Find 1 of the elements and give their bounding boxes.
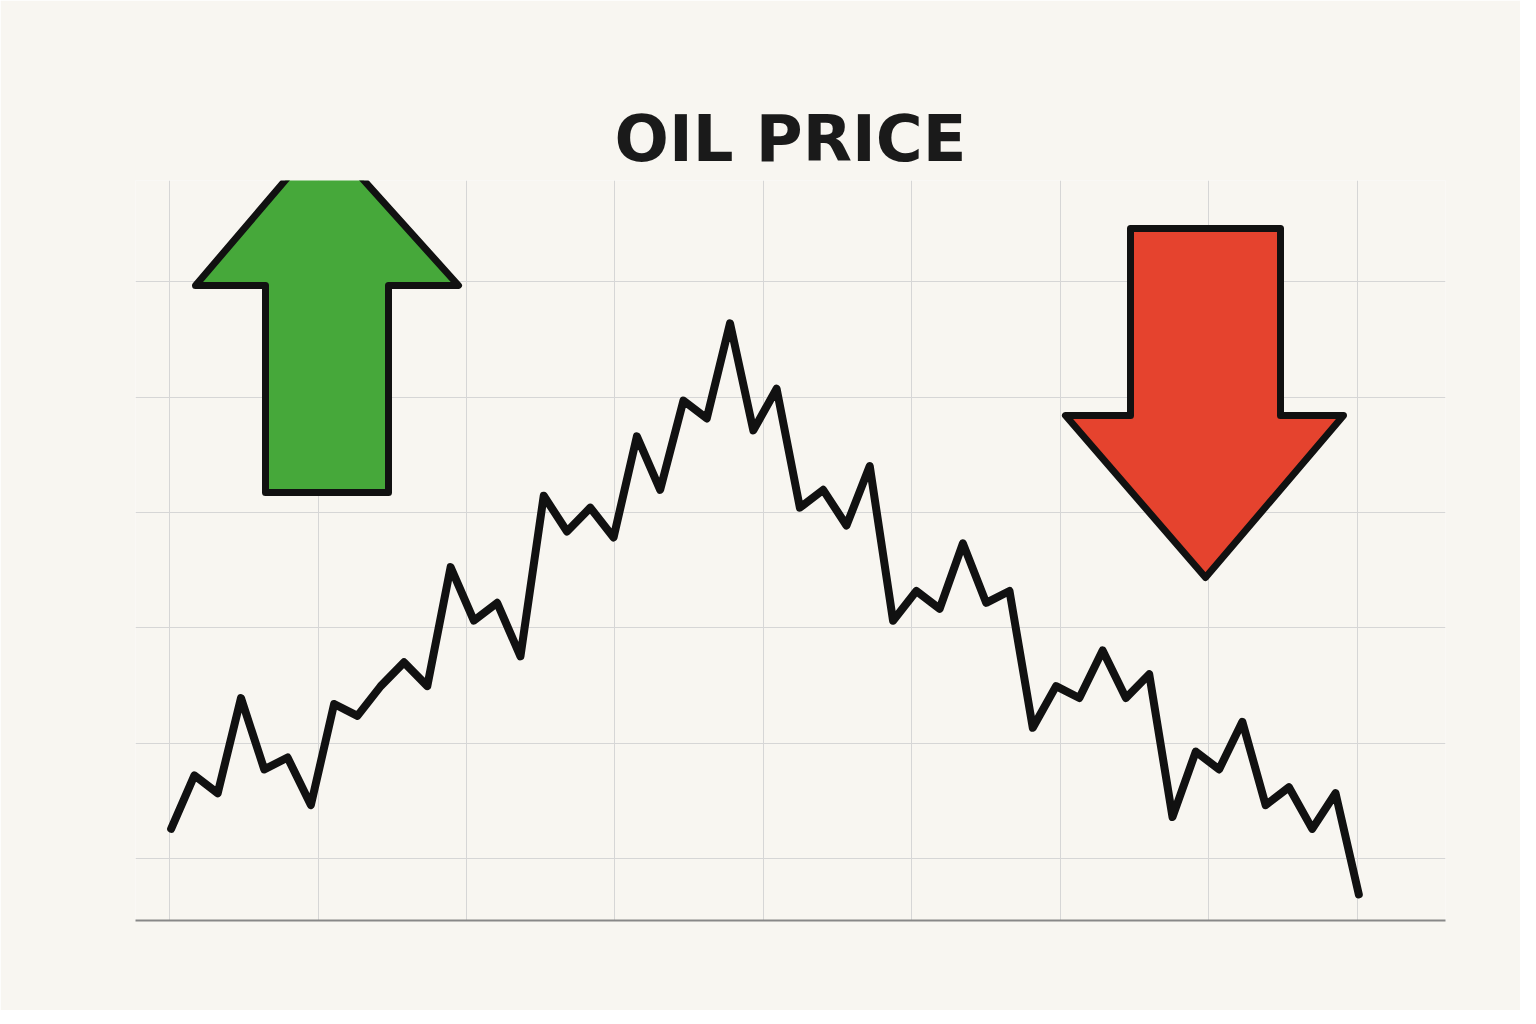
chart-title: OIL PRICE (614, 101, 967, 176)
